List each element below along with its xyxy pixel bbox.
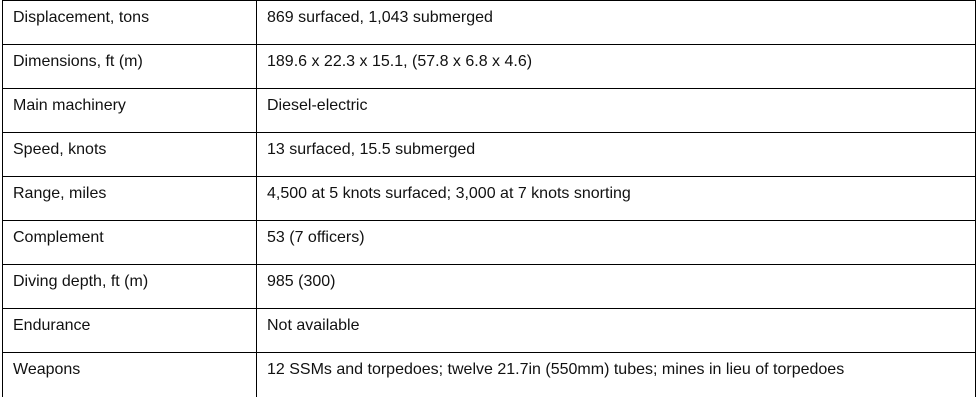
table-row: Diving depth, ft (m) 985 (300)	[2, 264, 976, 309]
spec-label: Main machinery	[2, 88, 257, 133]
spec-label: Displacement, tons	[2, 0, 257, 45]
spec-value: 869 surfaced, 1,043 submerged	[256, 0, 976, 45]
spec-label: Endurance	[2, 308, 257, 353]
spec-table: Displacement, tons 869 surfaced, 1,043 su…	[2, 0, 976, 397]
spec-label: Dimensions, ft (m)	[2, 44, 257, 89]
spec-value: 189.6 x 22.3 x 15.1, (57.8 x 6.8 x 4.6)	[256, 44, 976, 89]
spec-value: Diesel-electric	[256, 88, 976, 133]
spec-value: 12 SSMs and torpedoes; twelve 21.7in (55…	[256, 352, 976, 397]
spec-label: Weapons	[2, 352, 257, 397]
spec-value: Not available	[256, 308, 976, 353]
spec-label: Complement	[2, 220, 257, 265]
spec-label: Range, miles	[2, 176, 257, 221]
table-row: Main machinery Diesel-electric	[2, 88, 976, 133]
spec-label: Speed, knots	[2, 132, 257, 177]
table-row: Displacement, tons 869 surfaced, 1,043 su…	[2, 0, 976, 45]
spec-value: 53 (7 officers)	[256, 220, 976, 265]
table-row: Dimensions, ft (m) 189.6 x 22.3 x 15.1, (…	[2, 44, 976, 89]
spec-value: 985 (300)	[256, 264, 976, 309]
table-row: Weapons 12 SSMs and torpedoes; twelve 21.…	[2, 352, 976, 397]
spec-label: Diving depth, ft (m)	[2, 264, 257, 309]
spec-value: 4,500 at 5 knots surfaced; 3,000 at 7 kn…	[256, 176, 976, 221]
table-row: Range, miles 4,500 at 5 knots surfaced; 3…	[2, 176, 976, 221]
table-row: Complement 53 (7 officers)	[2, 220, 976, 265]
table-row: Speed, knots 13 surfaced, 15.5 submerged	[2, 132, 976, 177]
table-row: Endurance Not available	[2, 308, 976, 353]
spec-value: 13 surfaced, 15.5 submerged	[256, 132, 976, 177]
